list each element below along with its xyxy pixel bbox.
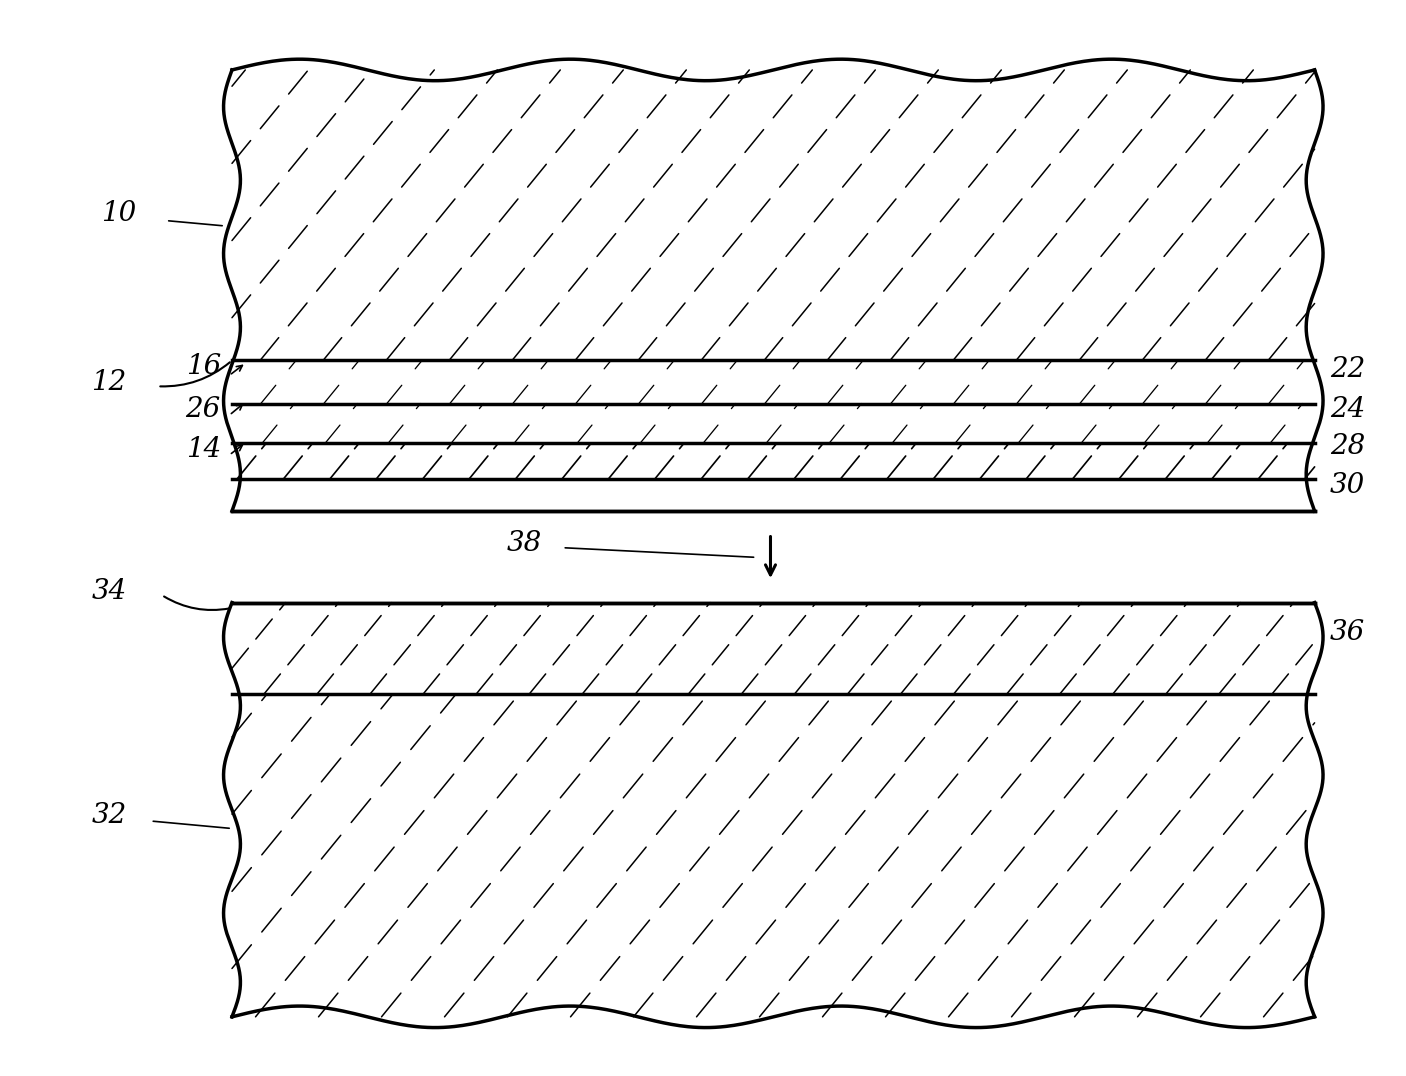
Text: 34: 34 bbox=[91, 578, 127, 606]
Text: 10: 10 bbox=[101, 199, 136, 227]
Text: 14: 14 bbox=[186, 436, 221, 464]
Text: 22: 22 bbox=[1330, 355, 1365, 383]
Text: 32: 32 bbox=[91, 802, 127, 830]
Text: 30: 30 bbox=[1330, 471, 1365, 499]
Text: 36: 36 bbox=[1330, 619, 1365, 647]
Text: 28: 28 bbox=[1330, 433, 1365, 461]
Text: 12: 12 bbox=[91, 368, 127, 396]
Text: 16: 16 bbox=[186, 353, 221, 381]
Text: 38: 38 bbox=[506, 529, 541, 557]
Text: 24: 24 bbox=[1330, 396, 1365, 424]
Text: 26: 26 bbox=[186, 396, 221, 424]
